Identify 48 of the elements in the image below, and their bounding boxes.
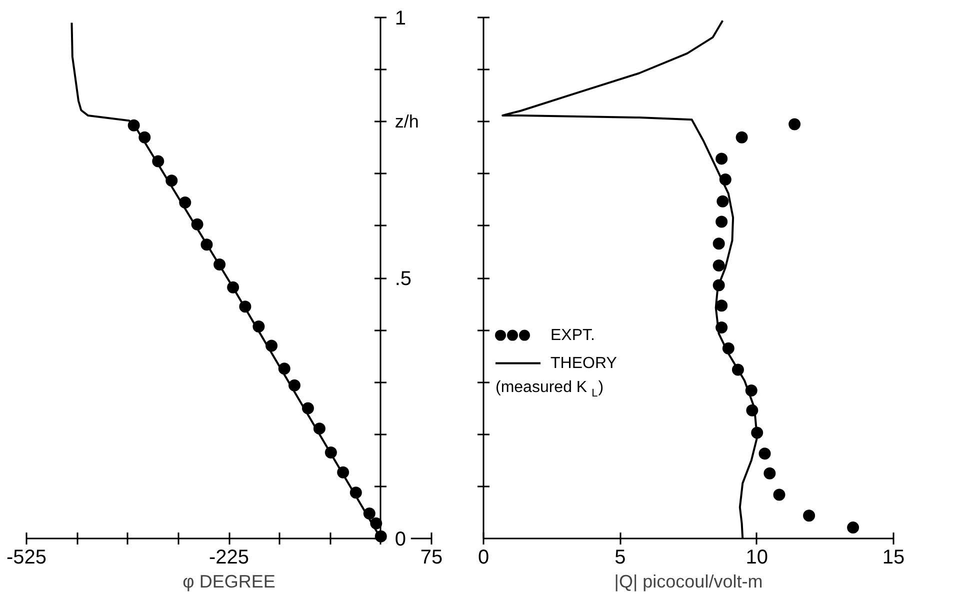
point	[370, 517, 382, 530]
point	[712, 238, 725, 250]
point	[179, 196, 192, 208]
x-tick-label: 75	[420, 546, 443, 568]
point	[166, 174, 178, 187]
x-tick-label: 0	[478, 546, 490, 568]
point	[803, 510, 816, 522]
point	[239, 300, 252, 313]
point	[128, 119, 140, 132]
y-tick-label: 1	[394, 8, 406, 30]
y-tick-label: .5	[394, 268, 412, 290]
point	[324, 446, 337, 459]
point	[191, 218, 204, 230]
point	[736, 131, 748, 144]
point	[138, 131, 151, 144]
point	[214, 258, 226, 270]
y-tick-label: 0	[394, 528, 406, 550]
x-tick-label: -525	[6, 546, 47, 568]
point	[313, 422, 326, 435]
point	[152, 155, 164, 168]
point	[716, 300, 728, 312]
point	[363, 508, 376, 520]
point	[337, 466, 350, 478]
point	[788, 118, 801, 130]
point	[716, 216, 728, 228]
x-axis-title: φ DEGREE	[182, 572, 276, 592]
point	[200, 238, 213, 251]
point	[758, 448, 771, 460]
x-axis-title: |Q| picocoul/volt-m	[614, 572, 763, 592]
x-tick-label: 5	[614, 546, 626, 568]
x-tick-label: 10	[746, 546, 768, 568]
point	[288, 379, 300, 392]
legend-label: EXPT.	[550, 326, 595, 344]
point	[773, 488, 786, 501]
point	[716, 195, 729, 208]
point	[302, 402, 314, 414]
x-tick-label: 15	[882, 546, 905, 568]
point	[712, 260, 725, 272]
x-tick-label: -225	[208, 546, 250, 568]
point	[252, 320, 265, 332]
point	[350, 486, 362, 499]
point	[716, 152, 728, 165]
y-axis-title: z/h	[394, 112, 419, 132]
point	[227, 281, 240, 294]
point	[278, 362, 290, 375]
point	[764, 467, 776, 480]
point	[847, 522, 860, 534]
point	[266, 340, 278, 352]
